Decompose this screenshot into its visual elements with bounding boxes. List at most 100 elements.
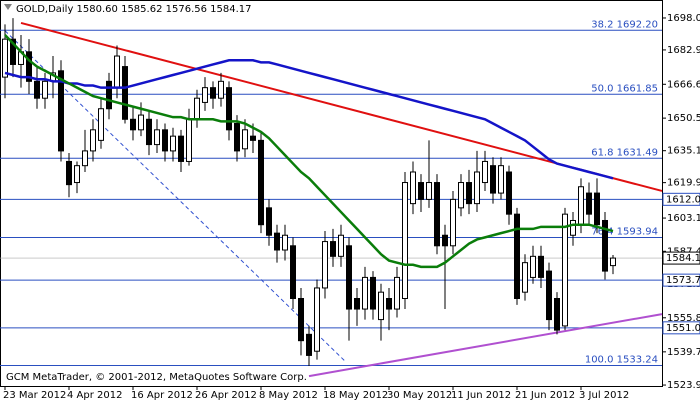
candle-body [538, 255, 544, 278]
candle-body [338, 234, 344, 257]
candle-body [394, 276, 400, 310]
plot-frame [0, 0, 663, 387]
candle-body [490, 165, 496, 194]
candle-body [314, 287, 320, 352]
candle-body [594, 192, 600, 226]
candle-body [554, 298, 560, 331]
y-tick-label: 1635.10 [667, 146, 700, 157]
candle-body [474, 171, 480, 205]
x-tick-label: 18 May 2012 [323, 390, 388, 401]
candle-body [34, 80, 40, 99]
candle-body [402, 182, 408, 299]
y-tick-label: 1539.70 [667, 347, 700, 358]
candle-body [2, 38, 8, 78]
candle-body [138, 114, 144, 131]
candle-body [178, 135, 184, 162]
x-tick-label: 21 Jun 2012 [515, 390, 575, 401]
candle-body [426, 182, 432, 200]
candle-body [10, 38, 16, 65]
candle-body [578, 186, 584, 226]
candle-body [218, 80, 224, 99]
fib-label: 38.2 1692.20 [591, 19, 658, 30]
candle-body [514, 213, 520, 299]
candle-body [498, 165, 504, 194]
current-price-box [662, 251, 700, 265]
y-tick-label: 1619.95 [667, 178, 700, 189]
x-tick-label: 26 Apr 2012 [195, 390, 257, 401]
y-tick-label: 1603.15 [667, 213, 700, 224]
price-level-label: 1573.71 [666, 275, 700, 286]
candle-body [330, 241, 336, 257]
candle-body [546, 270, 552, 321]
candle-body [146, 118, 152, 146]
candle-body [114, 55, 120, 89]
candle-body [106, 80, 112, 110]
candle-body [234, 123, 240, 152]
candle-body [186, 118, 192, 162]
x-tick-label: 8 May 2012 [259, 390, 318, 401]
candle-body [562, 213, 568, 327]
price-level-box [662, 273, 700, 287]
footer: GCM MetaTrader, © 2001-2012, MetaQuotes … [6, 372, 307, 383]
candle-body [570, 219, 576, 236]
candle-body [170, 135, 176, 152]
y-tick-label: 1650.55 [667, 113, 700, 124]
candle-body [378, 291, 384, 321]
price-level-box [662, 192, 700, 206]
x-tick-label: 11 Jun 2012 [451, 390, 511, 401]
candle-body [162, 129, 168, 152]
symbol-icon [4, 4, 12, 10]
fib-label: 76.4 1593.94 [591, 226, 658, 237]
candle-body [410, 171, 416, 205]
candle-body [346, 245, 352, 310]
price-level-label: 1612.04 [666, 194, 700, 205]
x-tick-label: 23 Mar 2012 [3, 390, 66, 401]
y-tick-label: 1523.95 [667, 380, 700, 391]
moving-average [4, 58, 614, 180]
candle-body [258, 139, 264, 226]
candle-body [586, 192, 592, 215]
price-level-box [662, 321, 700, 335]
candle-body [306, 333, 312, 356]
candle-body [434, 182, 440, 247]
trendline [308, 313, 663, 378]
candle-body [66, 160, 72, 186]
candle-body [250, 135, 256, 141]
y-tick-label: 1698.05 [667, 13, 700, 24]
candle-body [26, 51, 32, 82]
x-tick-label: 3 Jul 2012 [579, 390, 629, 401]
y-tick-label: 1682.90 [667, 45, 700, 56]
candle-body [290, 245, 296, 299]
candle-body [322, 241, 328, 289]
price-level-label: 1551.09 [666, 323, 700, 334]
candle-body [450, 198, 456, 247]
candle-body [466, 182, 472, 205]
candle-body [274, 232, 280, 251]
candle-body [386, 298, 392, 310]
candle-body [242, 129, 248, 150]
candle-body [602, 219, 608, 272]
x-tick-label: 30 May 2012 [387, 390, 452, 401]
candle-body [370, 276, 376, 310]
candle-body [482, 160, 488, 184]
candle-body [90, 129, 96, 152]
candle-body [298, 298, 304, 342]
candle-body [418, 182, 424, 200]
candle-body [530, 255, 536, 278]
candle-body [202, 87, 208, 103]
candle-body [82, 150, 88, 167]
candle-body [226, 87, 232, 131]
candle-body [98, 108, 104, 141]
fib-label: 61.8 1631.49 [591, 147, 658, 158]
moving-average [4, 34, 614, 269]
candle-body [610, 257, 616, 267]
candle-body [266, 207, 272, 236]
candle-body [282, 234, 288, 251]
candle-body [74, 165, 80, 184]
candle-body [130, 118, 136, 131]
candle-body [42, 80, 48, 99]
chart-title: GOLD,Daily 1580.60 1585.62 1576.56 1584.… [16, 4, 252, 15]
fib-label: 100.0 1533.24 [585, 354, 658, 365]
y-tick-label: 1666.60 [667, 79, 700, 90]
